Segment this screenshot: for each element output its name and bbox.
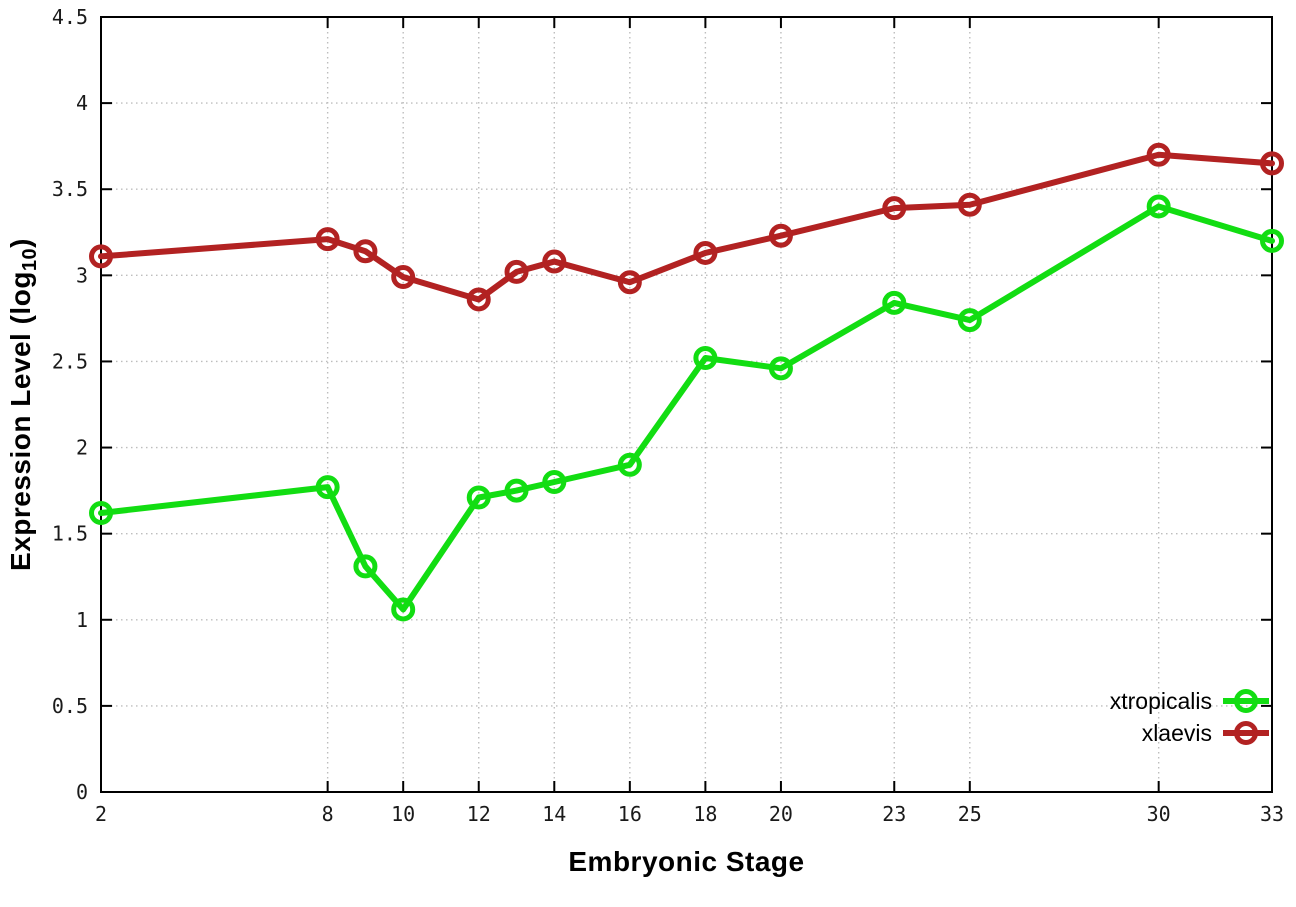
y-axis-label-main: Expression Level (log (4, 271, 36, 571)
svg-text:18: 18 (693, 802, 717, 826)
svg-text:2: 2 (95, 802, 107, 826)
series-xtropicalis (89, 194, 1284, 622)
svg-text:23: 23 (882, 802, 906, 826)
legend-label-xtropicalis: xtropicalis (1109, 687, 1212, 714)
legend: xtropicalis xlaevis (1110, 686, 1270, 748)
y-axis-label: Expression Level (log10) (0, 17, 46, 792)
svg-text:0: 0 (76, 780, 88, 804)
svg-text:4: 4 (76, 91, 88, 115)
y-axis-label-end: ) (4, 238, 36, 248)
series-xlaevis (89, 142, 1284, 312)
svg-text:4.5: 4.5 (52, 5, 88, 29)
x-axis-label: Embryonic Stage (568, 846, 805, 877)
svg-text:1: 1 (76, 608, 88, 632)
legend-label-xlaevis: xlaevis (1141, 719, 1212, 746)
svg-text:14: 14 (542, 802, 566, 826)
svg-text:0.5: 0.5 (52, 694, 88, 718)
svg-text:3: 3 (76, 263, 88, 287)
svg-text:2.5: 2.5 (52, 349, 88, 373)
plot-border (100, 16, 1273, 793)
legend-marker-xtropicalis (1223, 689, 1269, 713)
gridlines (100, 16, 1273, 793)
svg-text:10: 10 (391, 802, 415, 826)
svg-text:16: 16 (618, 802, 642, 826)
svg-text:2: 2 (76, 436, 88, 460)
svg-text:30: 30 (1147, 802, 1171, 826)
y-axis-label-subscript: 10 (18, 247, 41, 272)
legend-item-xtropicalis: xtropicalis (1110, 686, 1270, 716)
svg-text:33: 33 (1260, 802, 1284, 826)
legend-item-xlaevis: xlaevis (1142, 718, 1270, 748)
x-tick-labels: 2 8 10 12 14 16 18 20 23 25 30 33 (95, 802, 1284, 826)
svg-text:1.5: 1.5 (52, 522, 88, 546)
svg-text:12: 12 (467, 802, 491, 826)
legend-marker-xlaevis (1223, 721, 1269, 745)
svg-text:25: 25 (958, 802, 982, 826)
svg-text:20: 20 (769, 802, 793, 826)
y-tick-labels: 0 0.5 1 1.5 2 2.5 3 3.5 4 4.5 (52, 5, 88, 804)
svg-text:3.5: 3.5 (52, 177, 88, 201)
tick-marks (100, 16, 1273, 793)
svg-text:8: 8 (322, 802, 334, 826)
